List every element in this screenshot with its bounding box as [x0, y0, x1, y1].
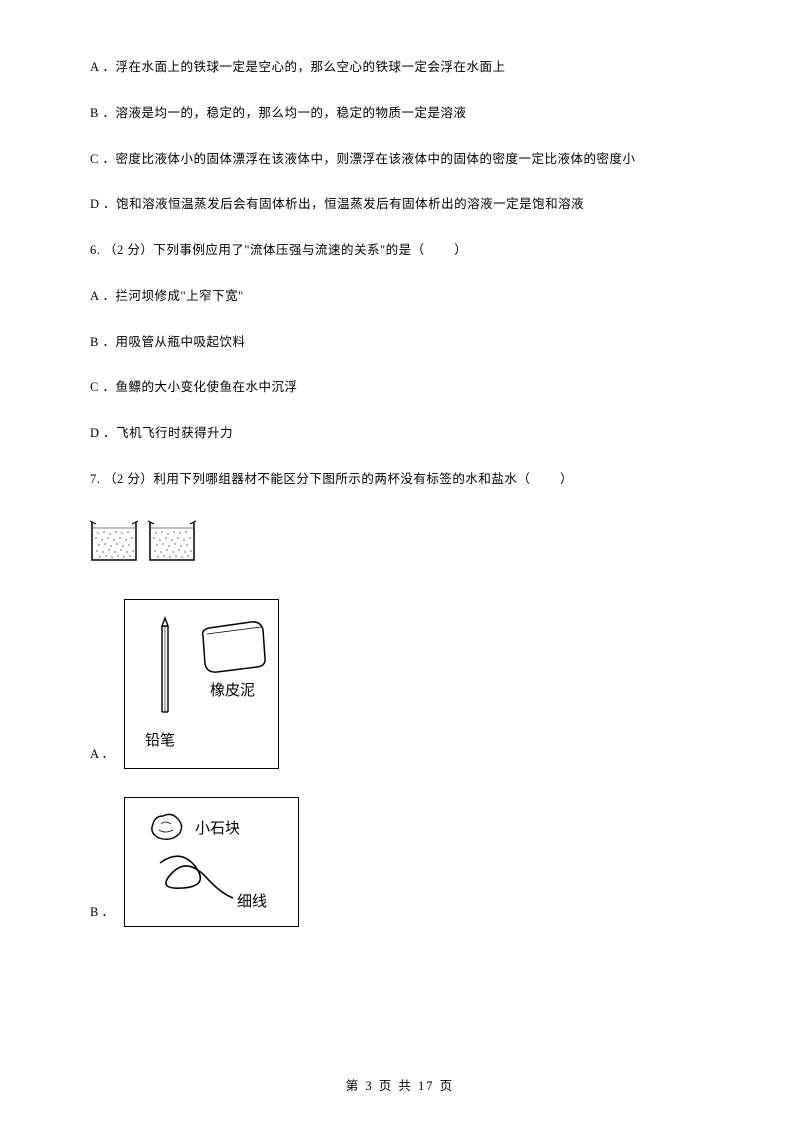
thread-label: 细线	[237, 893, 267, 910]
page-footer: 第 3 页 共 17 页	[0, 1075, 800, 1094]
q7-option-b-row: B ． 小石块 细线	[90, 797, 710, 927]
eraser-label: 橡皮泥	[210, 682, 255, 699]
pencil-label: 铅笔	[145, 732, 175, 749]
beakers-figure	[90, 516, 710, 570]
option-a-1: A ．浮在水面上的铁球一定是空心的，那么空心的铁球一定会浮在水面上	[90, 58, 710, 77]
page-content: A ．浮在水面上的铁球一定是空心的，那么空心的铁球一定会浮在水面上 B ．溶液是…	[0, 0, 800, 927]
option-b-1: B ．溶液是均一的，稳定的，那么均一的，稳定的物质一定是溶液	[90, 104, 710, 123]
q7-option-a-box: 橡皮泥 铅笔	[124, 599, 279, 769]
option-d-1: D ．饱和溶液恒温蒸发后会有固体析出，恒温蒸发后有固体析出的溶液一定是饱和溶液	[90, 195, 710, 214]
q6-option-d: D ．飞机飞行时获得升力	[90, 424, 710, 443]
q7-option-b-box: 小石块 细线	[124, 797, 299, 927]
q7-option-a-letter: A ．	[90, 745, 114, 764]
q6-option-c: C ．鱼鳔的大小变化使鱼在水中沉浮	[90, 378, 710, 397]
q7-option-a-row: A ． 橡皮泥 铅笔	[90, 599, 710, 769]
q6-option-a: A ．拦河坝修成"上窄下宽"	[90, 287, 710, 306]
stone-label: 小石块	[195, 820, 240, 837]
option-c-1: C ．密度比液体小的固体漂浮在该液体中，则漂浮在该液体中的固体的密度一定比液体的…	[90, 150, 710, 169]
q6-option-b: B ．用吸管从瓶中吸起饮料	[90, 333, 710, 352]
q7-option-b-letter: B ．	[90, 903, 114, 922]
q7-stem: 7. （2 分）利用下列哪组器材不能区分下图所示的两杯没有标签的水和盐水（ ）	[90, 470, 710, 489]
q6-stem: 6. （2 分）下列事例应用了"流体压强与流速的关系"的是（ ）	[90, 241, 710, 260]
